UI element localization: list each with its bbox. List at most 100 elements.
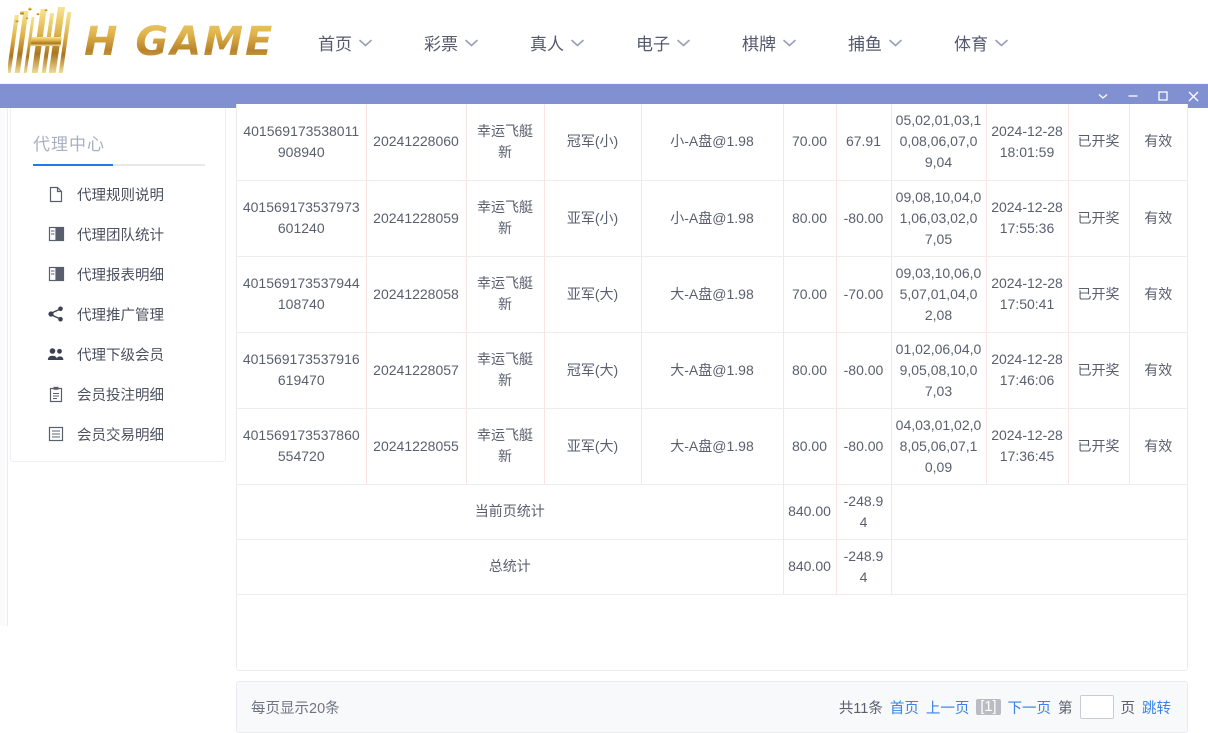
cell-result: 09,03,10,06,05,07,01,04,02,08 bbox=[891, 256, 987, 333]
cell-order-no: 401569173537860554720 bbox=[237, 408, 367, 485]
book-icon bbox=[47, 265, 65, 283]
cell-game: 幸运飞艇新 bbox=[466, 104, 545, 181]
nav-label: 真人 bbox=[530, 34, 564, 54]
nav-label: 电子 bbox=[636, 34, 670, 54]
chevron-down-icon bbox=[889, 39, 902, 47]
nav-item-slots[interactable]: 电子 bbox=[636, 30, 690, 55]
cell-amount: 80.00 bbox=[783, 332, 837, 409]
cell-play: 冠军(大) bbox=[544, 332, 642, 409]
left-gutter bbox=[0, 108, 8, 626]
minimize-icon[interactable] bbox=[1118, 84, 1148, 108]
prev-page-link[interactable]: 上一页 bbox=[925, 700, 970, 717]
sidebar-item-sub-members[interactable]: 代理下级会员 bbox=[11, 334, 227, 374]
cell-status: 已开奖 bbox=[1068, 180, 1130, 257]
cell-valid: 有效 bbox=[1129, 408, 1187, 485]
cell-game: 幸运飞艇新 bbox=[466, 180, 545, 257]
table-footer: 每页显示20条 共11条 首页 上一页 [1] 下一页 第 页 跳转 bbox=[236, 681, 1188, 733]
nav-item-sports[interactable]: 体育 bbox=[954, 30, 1008, 55]
chevron-down-icon bbox=[359, 39, 372, 47]
sidebar-item-label: 代理报表明细 bbox=[77, 267, 164, 284]
cell-time: 2024-12-28 17:36:45 bbox=[986, 408, 1069, 485]
cell-period: 20241228060 bbox=[366, 104, 467, 181]
cell-result: 09,08,10,04,01,06,03,02,07,05 bbox=[891, 180, 987, 257]
sidebar-item-report-detail[interactable]: 代理报表明细 bbox=[11, 254, 227, 294]
next-page-link[interactable]: 下一页 bbox=[1007, 700, 1052, 717]
jump-prefix-label: 第 bbox=[1058, 700, 1073, 717]
cell-amount: 80.00 bbox=[783, 408, 837, 485]
cell-content: 大-A盘@1.98 bbox=[641, 256, 784, 333]
sidebar-item-label: 代理团队统计 bbox=[77, 227, 164, 244]
cell-play: 亚军(大) bbox=[544, 256, 642, 333]
cell-status: 已开奖 bbox=[1068, 256, 1130, 333]
cell-valid: 有效 bbox=[1129, 332, 1187, 409]
sidebar-item-label: 会员交易明细 bbox=[77, 427, 164, 444]
cell-time: 2024-12-28 18:01:59 bbox=[986, 104, 1069, 181]
sidebar-item-agent-rules[interactable]: 代理规则说明 bbox=[11, 174, 227, 214]
nav-item-fishing[interactable]: 捕鱼 bbox=[848, 30, 902, 55]
cell-profit: -80.00 bbox=[836, 332, 892, 409]
cell-content: 小-A盘@1.98 bbox=[641, 104, 784, 181]
cell-result: 05,02,01,03,10,08,06,07,09,04 bbox=[891, 104, 987, 181]
nav-label: 彩票 bbox=[424, 34, 458, 54]
cell-result: 04,03,01,02,08,05,06,07,10,09 bbox=[891, 408, 987, 485]
cell-period: 20241228058 bbox=[366, 256, 467, 333]
nav-label: 首页 bbox=[318, 34, 352, 54]
cell-status: 已开奖 bbox=[1068, 104, 1130, 181]
chevron-down-icon bbox=[677, 39, 690, 47]
brand-logo[interactable]: H GAME bbox=[8, 6, 280, 78]
cell-game: 幸运飞艇新 bbox=[466, 256, 545, 333]
cell-valid: 有效 bbox=[1129, 256, 1187, 333]
cell-time: 2024-12-28 17:55:36 bbox=[986, 180, 1069, 257]
sidebar-item-promotion[interactable]: 代理推广管理 bbox=[11, 294, 227, 334]
nav-label: 棋牌 bbox=[742, 34, 776, 54]
chevron-down-icon[interactable] bbox=[1088, 84, 1118, 108]
nav-item-home[interactable]: 首页 bbox=[318, 30, 372, 55]
cell-valid: 有效 bbox=[1129, 104, 1187, 181]
cell-period: 20241228057 bbox=[366, 332, 467, 409]
document-icon bbox=[47, 185, 65, 203]
summary-row-total: 总统计 840.00 -248.94 bbox=[237, 539, 1187, 595]
bet-records-table-card: 401569173538011908940 20241228060 幸运飞艇新 … bbox=[236, 104, 1188, 671]
cell-period: 20241228059 bbox=[366, 180, 467, 257]
summary-amount: 840.00 bbox=[783, 539, 837, 595]
summary-profit: -248.94 bbox=[836, 484, 892, 540]
page-jump-input[interactable] bbox=[1079, 695, 1114, 719]
nav-item-chess[interactable]: 棋牌 bbox=[742, 30, 796, 55]
nav-item-live[interactable]: 真人 bbox=[530, 30, 584, 55]
maximize-icon[interactable] bbox=[1148, 84, 1178, 108]
summary-profit: -248.94 bbox=[836, 539, 892, 595]
sidebar-item-team-stats[interactable]: 代理团队统计 bbox=[11, 214, 227, 254]
barbell-logo-icon bbox=[8, 7, 88, 77]
cell-profit: -70.00 bbox=[836, 256, 892, 333]
cell-profit: -80.00 bbox=[836, 408, 892, 485]
sidebar-title-underline bbox=[33, 164, 205, 166]
table-row[interactable]: 401569173537916619470 20241228057 幸运飞艇新 … bbox=[237, 332, 1187, 409]
nav-item-lottery[interactable]: 彩票 bbox=[424, 30, 478, 55]
cell-profit: 67.91 bbox=[836, 104, 892, 181]
table-row[interactable]: 401569173537944108740 20241228058 幸运飞艇新 … bbox=[237, 256, 1187, 333]
summary-filler bbox=[891, 484, 1187, 540]
cell-order-no: 401569173537916619470 bbox=[237, 332, 367, 409]
sidebar-item-label: 代理推广管理 bbox=[77, 307, 164, 324]
summary-row-current-page: 当前页统计 840.00 -248.94 bbox=[237, 484, 1187, 540]
cell-order-no: 401569173537973601240 bbox=[237, 180, 367, 257]
cell-game: 幸运飞艇新 bbox=[466, 332, 545, 409]
nav-label: 体育 bbox=[954, 34, 988, 54]
cell-amount: 70.00 bbox=[783, 256, 837, 333]
table-row[interactable]: 401569173537860554720 20241228055 幸运飞艇新 … bbox=[237, 408, 1187, 485]
site-header: H GAME 首页 彩票 真人 电子 棋牌 捕鱼 体育 bbox=[0, 0, 1208, 84]
cell-period: 20241228055 bbox=[366, 408, 467, 485]
nav-label: 捕鱼 bbox=[848, 34, 882, 54]
sidebar-item-label: 代理下级会员 bbox=[77, 347, 164, 364]
table-row[interactable]: 401569173537973601240 20241228059 幸运飞艇新 … bbox=[237, 180, 1187, 257]
close-icon[interactable] bbox=[1178, 84, 1208, 108]
sidebar-item-member-transactions[interactable]: 会员交易明细 bbox=[11, 414, 227, 454]
sidebar-item-member-bets[interactable]: 会员投注明细 bbox=[11, 374, 227, 414]
cell-profit: -80.00 bbox=[836, 180, 892, 257]
cell-order-no: 401569173538011908940 bbox=[237, 104, 367, 181]
table-row[interactable]: 401569173538011908940 20241228060 幸运飞艇新 … bbox=[237, 104, 1187, 181]
bet-records-table: 401569173538011908940 20241228060 幸运飞艇新 … bbox=[237, 104, 1187, 595]
first-page-link[interactable]: 首页 bbox=[889, 700, 919, 717]
jump-button[interactable]: 跳转 bbox=[1142, 700, 1171, 717]
current-page-indicator[interactable]: [1] bbox=[976, 699, 1001, 715]
